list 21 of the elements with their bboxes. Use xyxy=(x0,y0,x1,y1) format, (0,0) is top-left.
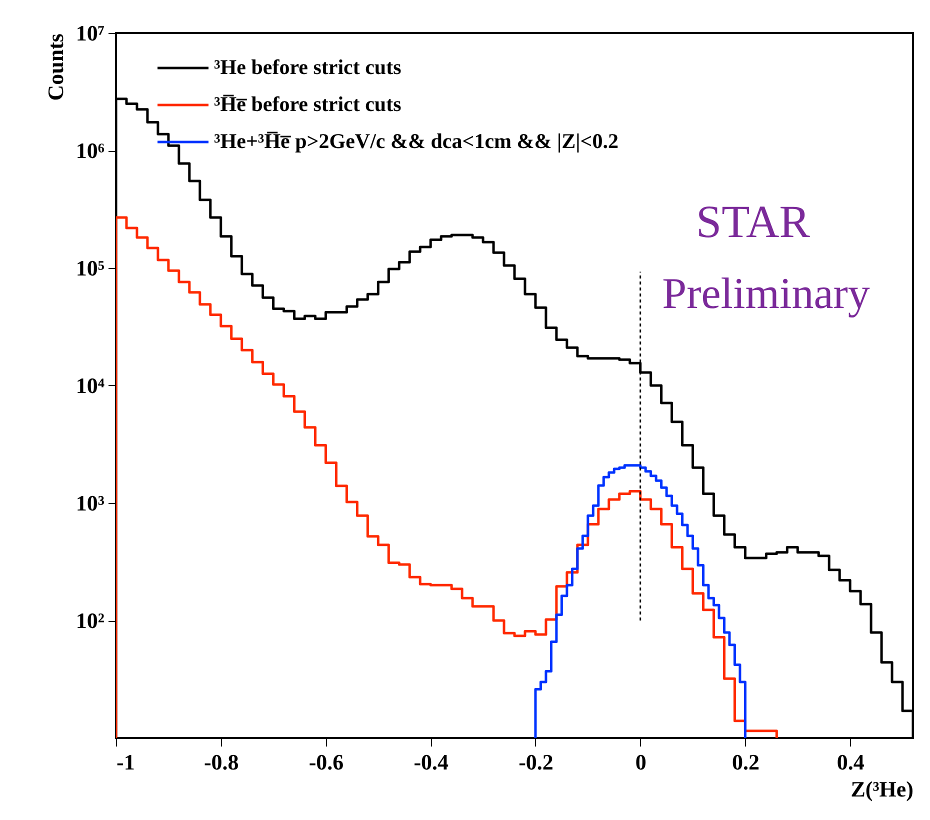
x-tick-label: -0.8 xyxy=(204,750,239,774)
x-tick-label: -0.4 xyxy=(414,750,449,774)
annotation: Preliminary xyxy=(662,269,870,318)
y-tick-label: 10⁴ xyxy=(76,373,105,398)
y-axis-title: Counts xyxy=(42,33,68,101)
y-tick-label: 10³ xyxy=(76,490,105,516)
y-tick-label: 10⁵ xyxy=(76,256,105,280)
x-tick-label: 0.2 xyxy=(732,750,760,774)
legend-label: ³H̅e̅ before strict cuts xyxy=(214,92,402,116)
x-tick-label: -0.2 xyxy=(518,750,554,774)
annotation: STAR xyxy=(696,196,810,247)
x-axis-title: Z(³He) xyxy=(850,776,914,802)
y-tick-label: 10² xyxy=(76,608,105,633)
legend-label: ³He before strict cuts xyxy=(214,55,402,79)
legend-label: ³He+³H̅e̅ p>2GeV/c && dca<1cm && |Z|<0.2 xyxy=(214,129,618,153)
y-tick-label: 10⁷ xyxy=(76,20,105,46)
y-tick-label: 10⁶ xyxy=(76,138,105,163)
x-tick-label: 0.4 xyxy=(836,750,864,774)
x-tick-label: 0 xyxy=(635,750,646,774)
x-tick-label: -0.6 xyxy=(308,750,344,774)
x-tick-label: -1 xyxy=(116,750,135,774)
